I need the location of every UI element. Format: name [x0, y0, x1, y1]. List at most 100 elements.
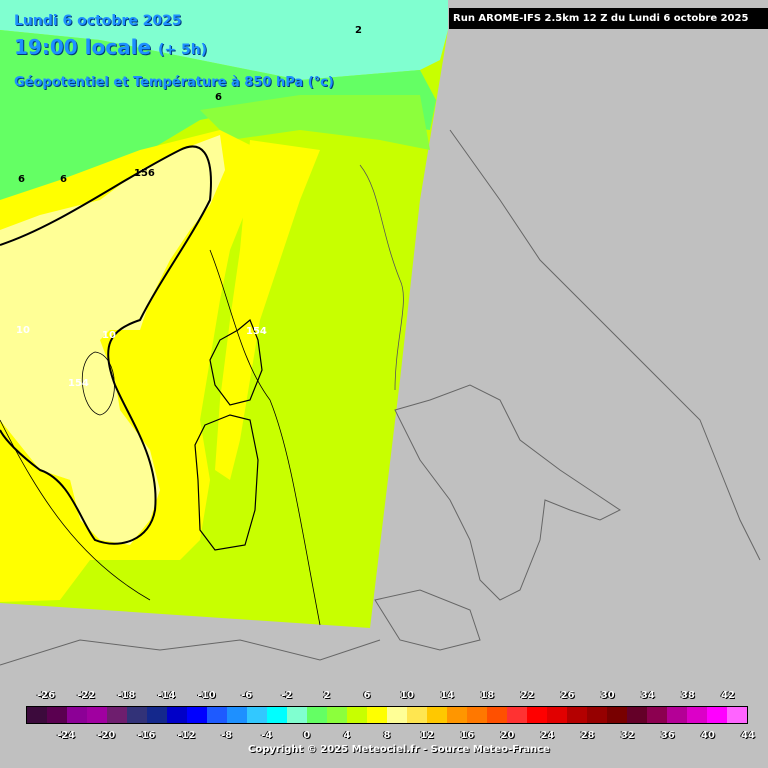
forecast-offset: (+ 5h): [157, 42, 208, 58]
legend-swatch: [147, 707, 167, 723]
run-label: Run AROME-IFS 2.5km 12 Z du Lundi 6 octo…: [449, 8, 768, 29]
forecast-time-value: 19:00 locale: [14, 35, 151, 59]
green-band-b: [200, 95, 430, 150]
legend-swatch: [107, 707, 127, 723]
balkan-coastline: [449, 129, 761, 561]
legend-label-bottom: 44: [741, 730, 755, 741]
legend-label-bottom: -24: [57, 730, 76, 741]
legend-label-top: 26: [560, 690, 575, 701]
legend-swatch: [447, 707, 467, 723]
legend-label-bottom: 28: [580, 730, 595, 741]
isotherm-10: [0, 145, 212, 545]
legend-label-top: 6: [363, 690, 371, 701]
legend-label-bottom: 16: [460, 730, 475, 741]
contour-label-10-a: 10: [16, 325, 30, 336]
isohypse-154: [81, 351, 115, 416]
legend-swatch: [627, 707, 647, 723]
legend-swatch: [427, 707, 447, 723]
legend-swatch: [467, 707, 487, 723]
italy-coastline: [394, 384, 621, 601]
legend-label-top: -22: [77, 690, 96, 701]
parameter-title: Géopotentiel et Température à 850 hPa (°…: [14, 75, 334, 90]
legend-swatch: [47, 707, 67, 723]
legend-label-bottom: 8: [383, 730, 391, 741]
africa-coastline: [0, 639, 381, 666]
legend-label-bottom: -8: [220, 730, 233, 741]
legend-swatch: [707, 707, 727, 723]
legend-label-bottom: 4: [343, 730, 351, 741]
legend-swatch: [527, 707, 547, 723]
legend-label-bottom: -20: [97, 730, 116, 741]
legend-swatch: [287, 707, 307, 723]
legend-swatch: [667, 707, 687, 723]
legend-swatch: [487, 707, 507, 723]
legend-label-bottom: 40: [700, 730, 715, 741]
legend-label-top: 14: [440, 690, 455, 701]
legend-swatch: [87, 707, 107, 723]
cold-band-north: [0, 0, 448, 80]
forecast-date: Lundi 6 octobre 2025: [14, 13, 182, 29]
legend-label-top: 38: [680, 690, 695, 701]
legend-label-bottom: 24: [540, 730, 555, 741]
corsica-outline: [209, 319, 263, 406]
legend-swatch: [367, 707, 387, 723]
legend-label-top: 22: [520, 690, 535, 701]
legend-label-top: 18: [480, 690, 495, 701]
legend-label-bottom: -16: [137, 730, 156, 741]
legend-label-top: -2: [281, 690, 293, 701]
legend-label-top: -10: [197, 690, 216, 701]
legend-label-top: 34: [640, 690, 655, 701]
legend-swatch: [67, 707, 87, 723]
legend-label-top: -6: [241, 690, 253, 701]
legend-label-top: 30: [600, 690, 615, 701]
legend-swatch: [27, 707, 47, 723]
legend-swatch: [347, 707, 367, 723]
legend-label-top: -26: [37, 690, 56, 701]
legend-swatch: [327, 707, 347, 723]
contour-label-154-a: 154: [68, 378, 89, 389]
legend-swatch: [387, 707, 407, 723]
legend-label-top: 10: [400, 690, 415, 701]
contour-label-156: 156: [134, 168, 155, 179]
contour-label-10-b: 10: [102, 330, 116, 341]
legend-swatch: [407, 707, 427, 723]
legend-swatch: [187, 707, 207, 723]
isohypse-154-line: [209, 249, 321, 626]
contour-label-6-north: 6: [215, 92, 222, 103]
legend-label-bottom: -12: [177, 730, 196, 741]
legend-swatch: [547, 707, 567, 723]
legend-swatch: [687, 707, 707, 723]
legend-label-top: -14: [157, 690, 176, 701]
legend-label-top: 42: [720, 690, 735, 701]
legend-swatch: [507, 707, 527, 723]
isohypse-156-line: [0, 419, 151, 601]
legend-label-bottom: 32: [620, 730, 635, 741]
warm-core-10c: [0, 135, 225, 545]
legend-swatch: [167, 707, 187, 723]
legend-label-bottom: 20: [500, 730, 515, 741]
sardinia-outline: [194, 414, 259, 551]
copyright: Copyright © 2025 Meteociel.fr - Source M…: [248, 744, 550, 755]
legend-swatch: [207, 707, 227, 723]
legend-swatch: [587, 707, 607, 723]
coast-italy-west: [359, 164, 404, 391]
legend-swatch: [607, 707, 627, 723]
legend-label-bottom: 0: [303, 730, 311, 741]
legend-label-bottom: 36: [660, 730, 675, 741]
legend-swatch: [127, 707, 147, 723]
legend-swatch: [727, 707, 747, 723]
forecast-time: 19:00 locale (+ 5h): [14, 35, 207, 59]
legend-swatch: [647, 707, 667, 723]
legend-swatch: [247, 707, 267, 723]
sicily-outline: [374, 589, 481, 651]
contour-label-6-west-a: 6: [18, 174, 25, 185]
contour-label-154-b: 154: [246, 326, 267, 337]
contour-label-6-west-b: 6: [60, 174, 67, 185]
legend-label-bottom: -4: [261, 730, 273, 741]
warm-air-8c-east: [215, 140, 320, 480]
color-legend: [26, 706, 748, 724]
legend-swatch: [567, 707, 587, 723]
legend-swatch: [307, 707, 327, 723]
legend-label-top: -18: [117, 690, 136, 701]
